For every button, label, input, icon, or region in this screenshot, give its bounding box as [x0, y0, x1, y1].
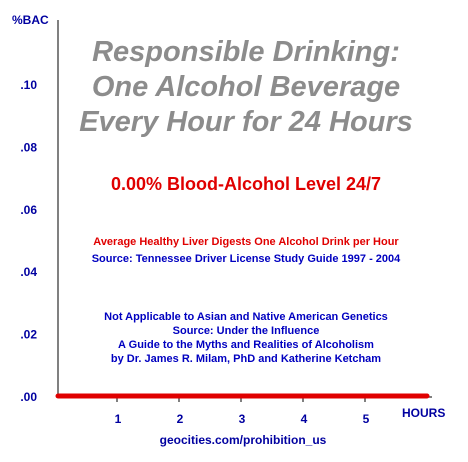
x-tick-label: 3 [239, 412, 246, 426]
y-tick-label: .10 [20, 78, 37, 92]
x-tick-label: 2 [177, 412, 184, 426]
x-tick-label: 5 [363, 412, 370, 426]
y-tick-label: .08 [20, 140, 37, 154]
chart-title-line-2: One Alcohol Beverage [92, 71, 400, 103]
y-tick-label: .06 [20, 203, 37, 217]
x-axis-label: HOURS [402, 406, 445, 420]
y-tick-label: .00 [20, 390, 37, 404]
note-line-3: A Guide to the Myths and Realities of Al… [118, 339, 374, 351]
x-tick-label: 4 [301, 412, 308, 426]
y-tick-label: .02 [20, 328, 37, 342]
y-axis-unit-label: %BAC [12, 13, 49, 27]
x-tick-label: 1 [115, 412, 122, 426]
footer-url: geocities.com/prohibition_us [160, 433, 327, 447]
liver-annotation: Average Healthy Liver Digests One Alcoho… [93, 236, 399, 248]
note-line-4: by Dr. James R. Milam, PhD and Katherine… [111, 353, 381, 365]
chart-title-line-3: Every Hour for 24 Hours [79, 106, 413, 138]
note-line-1: Not Applicable to Asian and Native Ameri… [104, 311, 388, 323]
y-tick-label: .04 [20, 265, 37, 279]
bac-level-annotation: 0.00% Blood-Alcohol Level 24/7 [111, 174, 381, 194]
note-line-2: Source: Under the Influence [173, 325, 320, 337]
source-annotation: Source: Tennessee Driver License Study G… [92, 253, 401, 265]
chart-title-line-1: Responsible Drinking: [92, 36, 400, 68]
